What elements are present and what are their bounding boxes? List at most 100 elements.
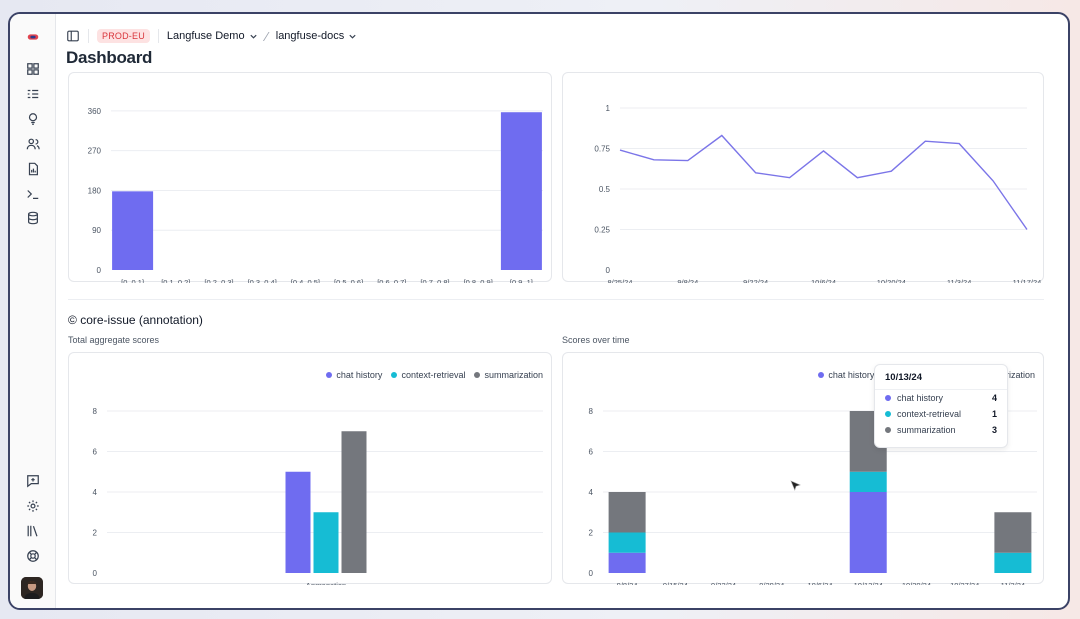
bar-summarization [341, 431, 367, 573]
divider [88, 29, 89, 43]
legend-item-chat-history[interactable]: chat history [818, 370, 874, 380]
stacked-bar-chat-history [608, 552, 646, 573]
section-divider [68, 299, 1044, 300]
legend-label: summarization [484, 370, 543, 380]
org-selector[interactable]: Langfuse Demo [167, 30, 258, 42]
stacked-bar-summarization [994, 512, 1032, 553]
chart-tooltip: 10/13/24 chat history 4 context-retrieva… [874, 364, 1008, 448]
legend-dot [474, 372, 481, 378]
stacked-bar-context-retrieval [608, 532, 646, 553]
tooltip-date: 10/13/24 [875, 365, 1007, 390]
legend-item-summarization[interactable]: summarization [474, 370, 543, 380]
x-tick-label: 10/20/24 [902, 581, 931, 585]
tooltip-value: 4 [991, 393, 997, 403]
x-tick-label: 10/6/24 [811, 278, 836, 283]
x-tick-label: 10/20/24 [877, 278, 906, 283]
legend-dot [818, 372, 825, 378]
legend-label: context-retrieval [401, 370, 466, 380]
tooltip-dot [885, 427, 891, 433]
legend-label: chat history [828, 370, 875, 380]
x-tick-label: 11/17/24 [1013, 278, 1042, 283]
tooltip-value: 3 [991, 425, 997, 435]
legend-item-chat-history[interactable]: chat history [326, 370, 382, 380]
x-tick-label: [0.5, 0.6] [334, 278, 363, 283]
dashboard-icon[interactable] [24, 60, 42, 78]
feedback-icon[interactable] [24, 472, 42, 490]
aggregate-bar-chart: 0 2 4 6 8 Aggregation [93, 407, 543, 590]
playground-icon[interactable] [24, 185, 42, 203]
x-tick-label: 11/3/24 [1001, 581, 1025, 585]
x-tick-label: 9/29/24 [759, 581, 784, 585]
y-tick-label: 6 [93, 448, 98, 457]
x-tick-label: [0.8, 0.9] [464, 278, 493, 283]
x-tick-label: 9/15/24 [663, 581, 688, 585]
y-tick-label: 0.5 [599, 185, 611, 194]
section-title-text: core-issue (annotation) [80, 313, 203, 327]
x-tick-label: [0.2, 0.3] [204, 278, 233, 283]
stacked-bar-context-retrieval [994, 552, 1032, 573]
bar-context-retrieval [313, 512, 339, 573]
histogram-chart: 0 90 180 270 360 [0, 0.1] [0.1, 0.2] [0.2, 0.3]… [88, 107, 543, 287]
histogram-bar [112, 191, 154, 270]
x-tick-label: 9/22/24 [743, 278, 768, 283]
org-name: Langfuse Demo [166, 30, 245, 42]
y-tick-label: 180 [88, 186, 102, 195]
datasets-icon[interactable] [24, 160, 42, 178]
y-tick-label: 2 [589, 529, 594, 538]
score-line [619, 134, 1028, 230]
y-tick-label: 4 [589, 488, 594, 497]
x-tick-label: [0.3, 0.4] [248, 278, 277, 283]
project-selector[interactable]: langfuse-docs [276, 30, 358, 42]
prompts-icon[interactable] [24, 110, 42, 128]
x-tick-label: 11/3/24 [947, 278, 971, 283]
aggregate-label: Total aggregate scores [68, 335, 160, 345]
y-tick-label: 8 [93, 407, 98, 416]
database-icon[interactable] [24, 209, 42, 227]
support-icon[interactable] [24, 547, 42, 565]
divider [157, 29, 159, 43]
tooltip-dot [885, 411, 891, 417]
y-tick-label: 0.25 [594, 226, 610, 235]
users-icon[interactable] [24, 135, 42, 153]
sidebar [10, 14, 56, 608]
y-tick-label: 0 [93, 569, 98, 578]
stacked-bar-chat-history [849, 492, 887, 573]
y-tick-label: 1 [606, 104, 611, 113]
project-name: langfuse-docs [275, 30, 345, 42]
chevron-down-icon [249, 34, 257, 39]
x-tick-label: [0.1, 0.2] [161, 278, 190, 283]
legend-item-context-retrieval[interactable]: context-retrieval [391, 370, 465, 380]
legend: chat history context-retrieval summariza… [326, 370, 543, 380]
x-tick-label: 9/8/24 [677, 278, 698, 283]
sidebar-toggle-icon[interactable] [66, 29, 80, 43]
x-tick-label: [0.9, 1] [510, 278, 533, 283]
x-tick-label: 9/22/24 [711, 581, 736, 585]
x-tick-label: [0, 0.1] [121, 278, 144, 283]
x-tick-label: 10/13/24 [854, 581, 883, 585]
mouse-cursor-icon [790, 480, 801, 491]
x-tick-label: [0.4, 0.5] [291, 278, 320, 283]
settings-icon[interactable] [24, 497, 42, 515]
langfuse-logo-icon[interactable] [24, 28, 42, 46]
docs-icon[interactable] [24, 522, 42, 540]
y-tick-label: 0 [97, 266, 102, 275]
app-window: PROD-EU Langfuse Demo ⁄ langfuse-docs Da… [8, 12, 1070, 610]
x-tick-label: Aggregation [306, 581, 346, 585]
x-tick-label: 10/6/24 [807, 581, 832, 585]
over-time-label: Scores over time [562, 335, 630, 345]
traces-icon[interactable] [24, 85, 42, 103]
y-tick-label: 4 [93, 488, 98, 497]
tooltip-row: chat history 4 [875, 390, 1007, 406]
avatar[interactable] [21, 577, 43, 599]
tooltip-row: context-retrieval 1 [875, 406, 1007, 422]
x-tick-label: [0.7, 0.8] [420, 278, 449, 283]
tooltip-label: chat history [897, 393, 944, 403]
breadcrumb: PROD-EU Langfuse Demo ⁄ langfuse-docs [66, 26, 357, 46]
tooltip-dot [885, 395, 891, 401]
copyright-icon: © [68, 313, 77, 327]
legend-label: chat history [336, 370, 383, 380]
y-tick-label: 6 [589, 448, 594, 457]
legend-dot [391, 372, 398, 378]
line-chart: 0 0.25 0.5 0.75 1 8/25/24 9/8/24 9/22/24 10/6/24… [594, 104, 1042, 287]
x-tick-label: [0.6, 0.7] [377, 278, 406, 283]
